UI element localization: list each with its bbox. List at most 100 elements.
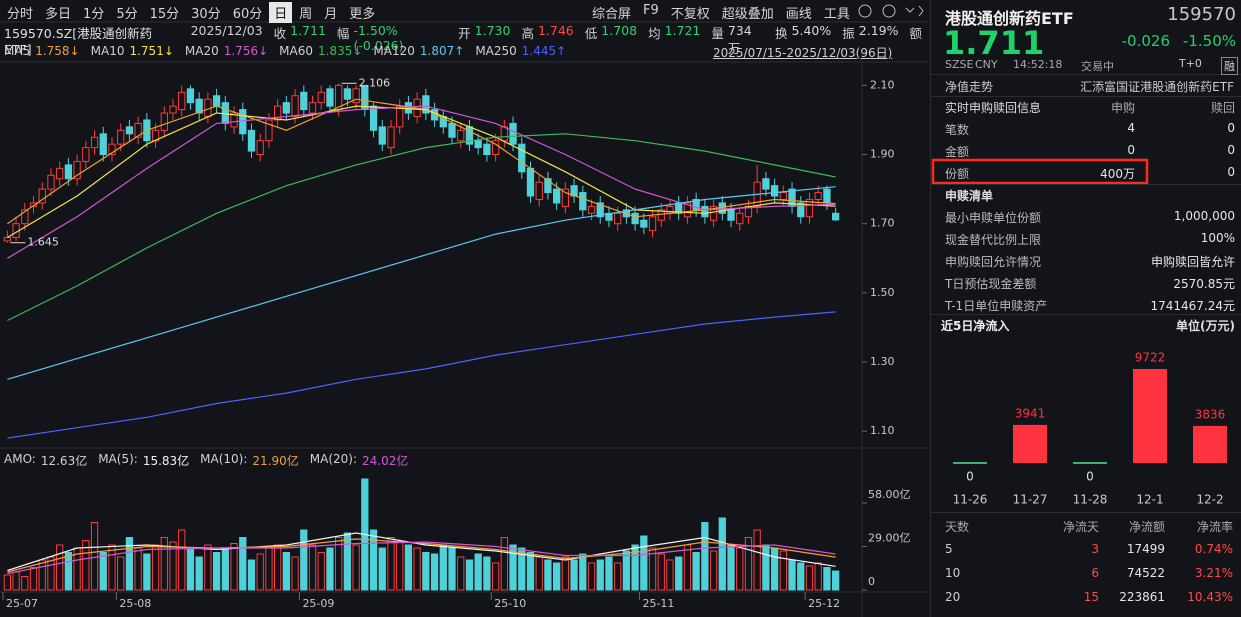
period-tab[interactable]: 1分 bbox=[83, 7, 105, 22]
x-tick-label: 11-27 bbox=[1013, 493, 1048, 507]
volume-bar bbox=[805, 565, 814, 591]
cell-value: 0 bbox=[1127, 143, 1135, 157]
candle-body bbox=[805, 198, 814, 218]
volume-bar bbox=[753, 529, 761, 591]
separator bbox=[931, 96, 1241, 97]
candle-body bbox=[186, 88, 195, 104]
candle-body bbox=[832, 212, 840, 221]
inflow-bar bbox=[1193, 425, 1227, 463]
separator bbox=[931, 74, 1241, 75]
x-tick-label: 25-09 bbox=[302, 597, 334, 610]
ma-line bbox=[7, 105, 836, 259]
tool-button[interactable]: F9 bbox=[643, 3, 659, 18]
settings-icon[interactable] bbox=[858, 4, 872, 18]
period-tab[interactable]: 月 bbox=[324, 7, 338, 22]
nav-label[interactable]: 净值走势 bbox=[945, 80, 994, 94]
volume-bar bbox=[352, 544, 360, 591]
candle-body bbox=[770, 185, 779, 197]
volume-bar bbox=[47, 556, 55, 591]
x-tick-label: 11-28 bbox=[1073, 493, 1108, 507]
candle-body bbox=[178, 91, 186, 111]
tool-button[interactable]: 画线 bbox=[785, 7, 812, 22]
volume-bar bbox=[509, 544, 517, 591]
volume-bar bbox=[422, 552, 430, 591]
table-cell: 74522 bbox=[1126, 566, 1165, 580]
volume-bar bbox=[640, 535, 648, 591]
ma-line bbox=[7, 186, 836, 380]
volume-bar bbox=[526, 552, 535, 591]
volume-bar bbox=[247, 559, 256, 591]
tool-menu: 综合屏 F9 不复权 超级叠加 画线 工具 bbox=[590, 2, 852, 23]
volume-bar bbox=[204, 544, 212, 591]
badge: 融 bbox=[1221, 57, 1238, 75]
price-change-pct: -1.50% bbox=[1182, 32, 1236, 50]
next-icon[interactable] bbox=[918, 5, 924, 17]
volume-bar bbox=[701, 522, 709, 591]
period-tab[interactable]: 日 bbox=[269, 2, 293, 23]
volume-legend: AMO: 12.63亿 MA(5): 15.83亿 MA(10): 21.90亿 MA(20… bbox=[4, 452, 408, 469]
quote-label: 量 bbox=[711, 26, 724, 41]
volume-bar bbox=[430, 553, 439, 591]
inflow-bar bbox=[1133, 369, 1167, 463]
table-cell: 17499 bbox=[1126, 542, 1165, 556]
period-tab[interactable]: 更多 bbox=[349, 7, 376, 22]
y-tick-label: 1.90 bbox=[870, 148, 895, 161]
tool-button[interactable]: 综合屏 bbox=[592, 7, 632, 22]
volume-bar bbox=[570, 559, 578, 591]
period-tab[interactable]: 30分 bbox=[191, 7, 221, 22]
collapse-icon[interactable] bbox=[905, 7, 915, 13]
volume-bar bbox=[12, 571, 20, 591]
nav-fund: 汇添富国证港股通创新药ETF bbox=[1080, 80, 1234, 94]
legend-value: 1.835↓ bbox=[318, 44, 363, 58]
table-cell: 3 bbox=[1091, 542, 1099, 556]
tool-button[interactable]: 不复权 bbox=[670, 7, 710, 22]
x-tick-label: 11-26 bbox=[953, 493, 988, 507]
period-tab[interactable]: 分时 bbox=[7, 7, 34, 22]
cell-value: 4 bbox=[1127, 121, 1135, 135]
candle-body bbox=[701, 205, 709, 218]
volume-bar bbox=[396, 541, 404, 591]
candle-body bbox=[640, 219, 648, 228]
volume-bar bbox=[491, 562, 500, 591]
cell-label: T-1日单位申赎资产 bbox=[945, 299, 1048, 313]
candle-body bbox=[64, 164, 73, 180]
tool-button[interactable]: 超级叠加 bbox=[721, 7, 774, 22]
volume-bar bbox=[683, 544, 692, 591]
candle-body bbox=[500, 126, 508, 142]
quote-label: 开 bbox=[458, 26, 471, 41]
y-tick-label: 1.30 bbox=[870, 355, 895, 368]
candle-body bbox=[352, 88, 360, 104]
date-range[interactable]: 2025/07/15-2025/12/03(96日) bbox=[713, 46, 893, 60]
candle-body bbox=[56, 167, 64, 180]
candle-body bbox=[125, 126, 134, 135]
volume-bar bbox=[797, 562, 805, 591]
period-tab[interactable]: 5分 bbox=[116, 7, 138, 22]
volume-bar bbox=[151, 544, 160, 591]
candle-body bbox=[90, 136, 99, 149]
period-tab[interactable]: 周 bbox=[299, 7, 313, 22]
ma-line bbox=[7, 133, 836, 322]
column-header: 净流额 bbox=[1128, 520, 1165, 534]
volume-bar bbox=[134, 547, 142, 591]
x-tick-label: 25-08 bbox=[119, 597, 151, 610]
cell-value: 100% bbox=[1200, 231, 1235, 245]
help-icon[interactable] bbox=[882, 4, 896, 18]
period-tab[interactable]: 60分 bbox=[232, 7, 263, 22]
candle-body bbox=[300, 91, 308, 111]
period-tab[interactable]: 15分 bbox=[149, 7, 180, 22]
legend-name: MA(20): bbox=[309, 452, 358, 466]
table-cell: 20 bbox=[945, 590, 961, 604]
candle-body bbox=[526, 167, 535, 197]
tool-button[interactable]: 工具 bbox=[823, 7, 850, 22]
volume-bar bbox=[457, 556, 465, 591]
highlight-box bbox=[931, 158, 1149, 185]
section-title: 申赎清单 bbox=[945, 189, 994, 203]
volume-bar bbox=[675, 556, 683, 591]
volume-bar bbox=[265, 547, 273, 591]
legend-value: 1.807↑ bbox=[419, 44, 465, 58]
period-tab[interactable]: 多日 bbox=[45, 7, 72, 22]
candle-body bbox=[82, 147, 90, 162]
cell-label: 笔数 bbox=[945, 123, 970, 137]
quote-label: 额 bbox=[909, 26, 922, 41]
